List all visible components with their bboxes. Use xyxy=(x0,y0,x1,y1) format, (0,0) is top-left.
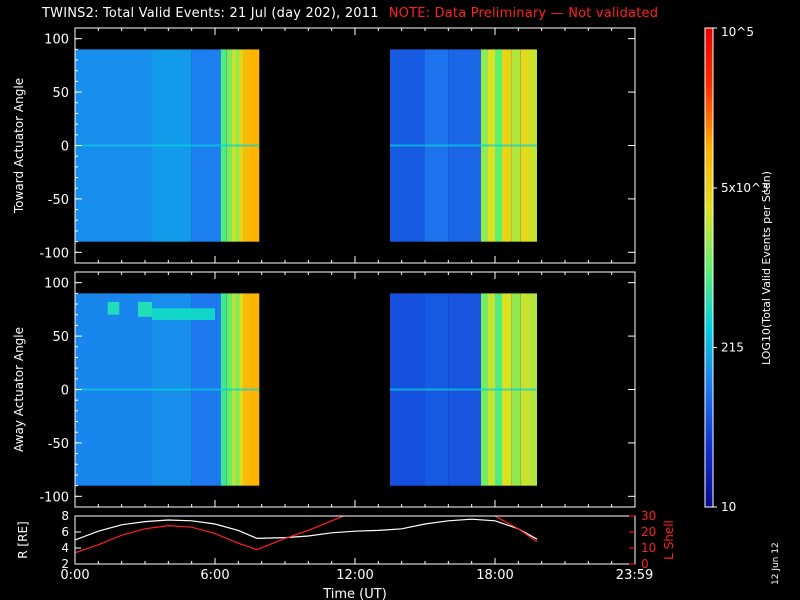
heatmap-band xyxy=(152,308,215,321)
y-tick-label: -50 xyxy=(48,437,69,452)
y-tick-label: 0 xyxy=(61,384,69,399)
away-panel: 100 50 0 -50 -100 Away Actuator Angle xyxy=(12,271,636,508)
y-tick-label: 2 xyxy=(61,557,69,571)
colorbar: 10 215 5x10^3 10^5 LOG10(Total Valid Events … xyxy=(704,25,773,514)
y-tick-label: 50 xyxy=(52,86,69,101)
y-tick-label: -50 xyxy=(48,193,69,208)
colorbar-tick-label: 10^5 xyxy=(721,25,754,39)
y2-tick-label: 10 xyxy=(641,541,656,555)
colorbar-tick-label: 5x10^3 xyxy=(721,181,769,195)
y-tick-label: 100 xyxy=(44,33,69,48)
orbit-panel: 2 4 6 8 0 10 20 30 0:00 6:00 12:00 18:00 23:59 Time (… xyxy=(16,509,676,600)
generation-date: 12 Jun 12 xyxy=(771,542,781,585)
heatmap-band xyxy=(138,301,152,317)
heatmap-band xyxy=(107,301,120,315)
x-tick-label: 23:59 xyxy=(616,568,653,583)
x-tick-label: 12:00 xyxy=(336,568,373,583)
title-text: TWINS2: Total Valid Events: 21 Jul (day … xyxy=(42,6,379,21)
heatmap-area xyxy=(75,49,537,242)
colorbar-tick-label: 215 xyxy=(721,340,744,354)
x-tick-label: 18:00 xyxy=(476,568,513,583)
y2-tick-label: 20 xyxy=(641,525,656,539)
y-tick-label: 100 xyxy=(44,277,69,292)
y-tick-label: 6 xyxy=(61,525,69,539)
toward-panel: 100 50 0 -50 -100 Toward Actuator Angle xyxy=(12,27,636,264)
l-shell-line xyxy=(75,516,538,554)
y-tick-label: -100 xyxy=(39,246,69,261)
y-tick-label: 4 xyxy=(61,541,69,555)
heatmap-area xyxy=(75,293,537,486)
y-tick-label: -100 xyxy=(39,490,69,505)
x-tick-label: 0:00 xyxy=(60,568,89,583)
orbit-lines xyxy=(75,516,538,554)
y-tick-label: 0 xyxy=(61,140,69,155)
plot-frame xyxy=(74,515,636,565)
y-axis-label: Toward Actuator Angle xyxy=(12,78,26,214)
y-axis-label: Away Actuator Angle xyxy=(12,327,26,452)
y2-tick-label: 0 xyxy=(641,557,649,571)
x-tick-label: 6:00 xyxy=(200,568,229,583)
y-tick-label: 8 xyxy=(61,509,69,523)
y2-axis-label: L Shell xyxy=(662,520,676,560)
x-axis-label: Time (UT) xyxy=(322,587,387,600)
colorbar-tick-label: 10 xyxy=(721,500,736,514)
y2-tick-label: 30 xyxy=(641,509,656,523)
y-axis-label: R [RE] xyxy=(16,521,30,558)
y-tick-label: 50 xyxy=(52,330,69,345)
colorbar-gradient xyxy=(704,27,714,508)
figure-title: TWINS2: Total Valid Events: 21 Jul (day … xyxy=(42,6,658,21)
colorbar-label: LOG10(Total Valid Events per Scan) xyxy=(760,171,773,365)
r-distance-line xyxy=(75,518,538,541)
preliminary-note: NOTE: Data Preliminary — Not validated xyxy=(388,6,659,21)
